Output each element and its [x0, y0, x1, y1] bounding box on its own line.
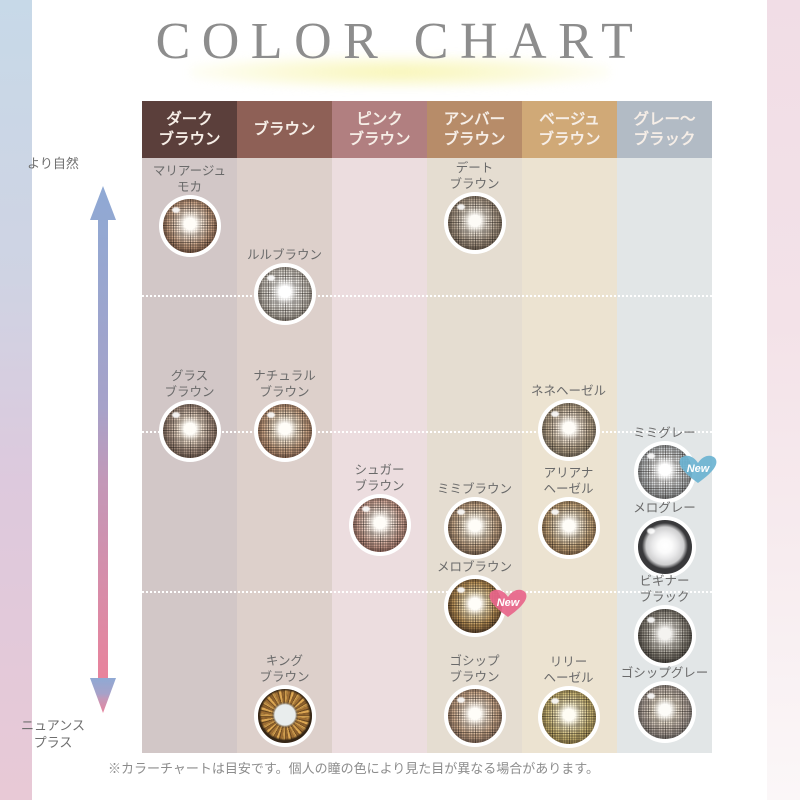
svg-text:New: New — [497, 597, 521, 609]
svg-text:New: New — [687, 463, 711, 475]
